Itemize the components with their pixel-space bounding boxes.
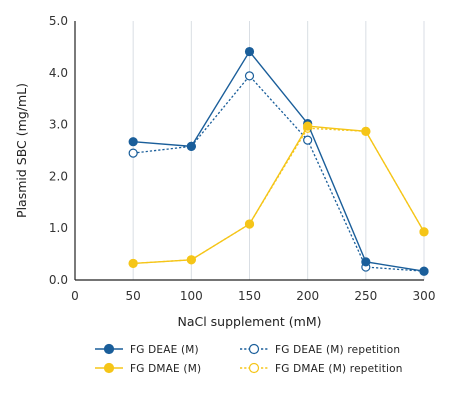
series-line	[133, 125, 425, 265]
y-tick-label: 0.0	[49, 273, 68, 287]
legend-marker	[248, 362, 260, 374]
y-tick-label: 4.0	[49, 66, 68, 80]
y-tick-labels: 0.0 1.0 2.0 3.0 4.0 5.0	[49, 14, 68, 287]
data-point	[419, 266, 429, 276]
x-axis-title: NaCl supplement (mM)	[177, 314, 321, 329]
data-point	[361, 257, 371, 267]
data-point	[186, 141, 196, 151]
legend-marker	[103, 362, 115, 374]
y-tick-label: 2.0	[49, 169, 68, 183]
data-point	[419, 227, 429, 237]
legend-marker	[248, 343, 260, 355]
series-2	[128, 121, 429, 269]
legend-label: FG DMAE (M)	[130, 363, 201, 375]
x-tick-label: 150	[238, 289, 261, 303]
legend-item: FG DMAE (M) repetition	[240, 362, 403, 375]
grid	[132, 21, 425, 280]
series-line	[133, 74, 425, 272]
x-tick-label: 0	[71, 289, 79, 303]
series-3	[128, 123, 429, 269]
data-point	[244, 71, 255, 81]
series-line	[133, 50, 425, 272]
data-point	[244, 219, 255, 229]
y-axis-title: Plasmid SBC (mg/mL)	[14, 83, 29, 218]
data-point	[244, 46, 255, 57]
legend-label: FG DEAE (M)	[130, 344, 199, 356]
data-point	[361, 126, 371, 136]
x-tick-label: 250	[354, 289, 377, 303]
series-1	[128, 71, 429, 276]
data-point	[128, 137, 138, 147]
legend-label: FG DEAE (M) repetition	[275, 344, 400, 356]
x-tick-label: 300	[413, 289, 436, 303]
legend-item: FG DEAE (M)	[95, 343, 199, 356]
y-tick-label: 1.0	[49, 221, 68, 235]
legend-item: FG DEAE (M) repetition	[240, 343, 400, 356]
x-tick-label: 100	[180, 289, 203, 303]
legend: FG DEAE (M) FG DMAE (M) FG DEAE (M) repeti…	[95, 343, 403, 375]
data-point	[303, 121, 313, 131]
data-point	[303, 135, 313, 145]
series-group	[128, 46, 429, 276]
y-tick-label: 3.0	[49, 118, 68, 132]
data-point	[128, 258, 138, 269]
data-point	[186, 255, 196, 265]
data-point	[128, 148, 138, 158]
axes	[74, 21, 424, 281]
legend-label: FG DMAE (M) repetition	[275, 363, 403, 375]
legend-item: FG DMAE (M)	[95, 362, 201, 375]
x-tick-label: 200	[296, 289, 319, 303]
x-tick-labels: 0 50 100 150 200 250 300	[71, 289, 435, 303]
y-tick-label: 5.0	[49, 14, 68, 28]
x-tick-label: 50	[126, 289, 141, 303]
legend-marker	[103, 343, 115, 355]
